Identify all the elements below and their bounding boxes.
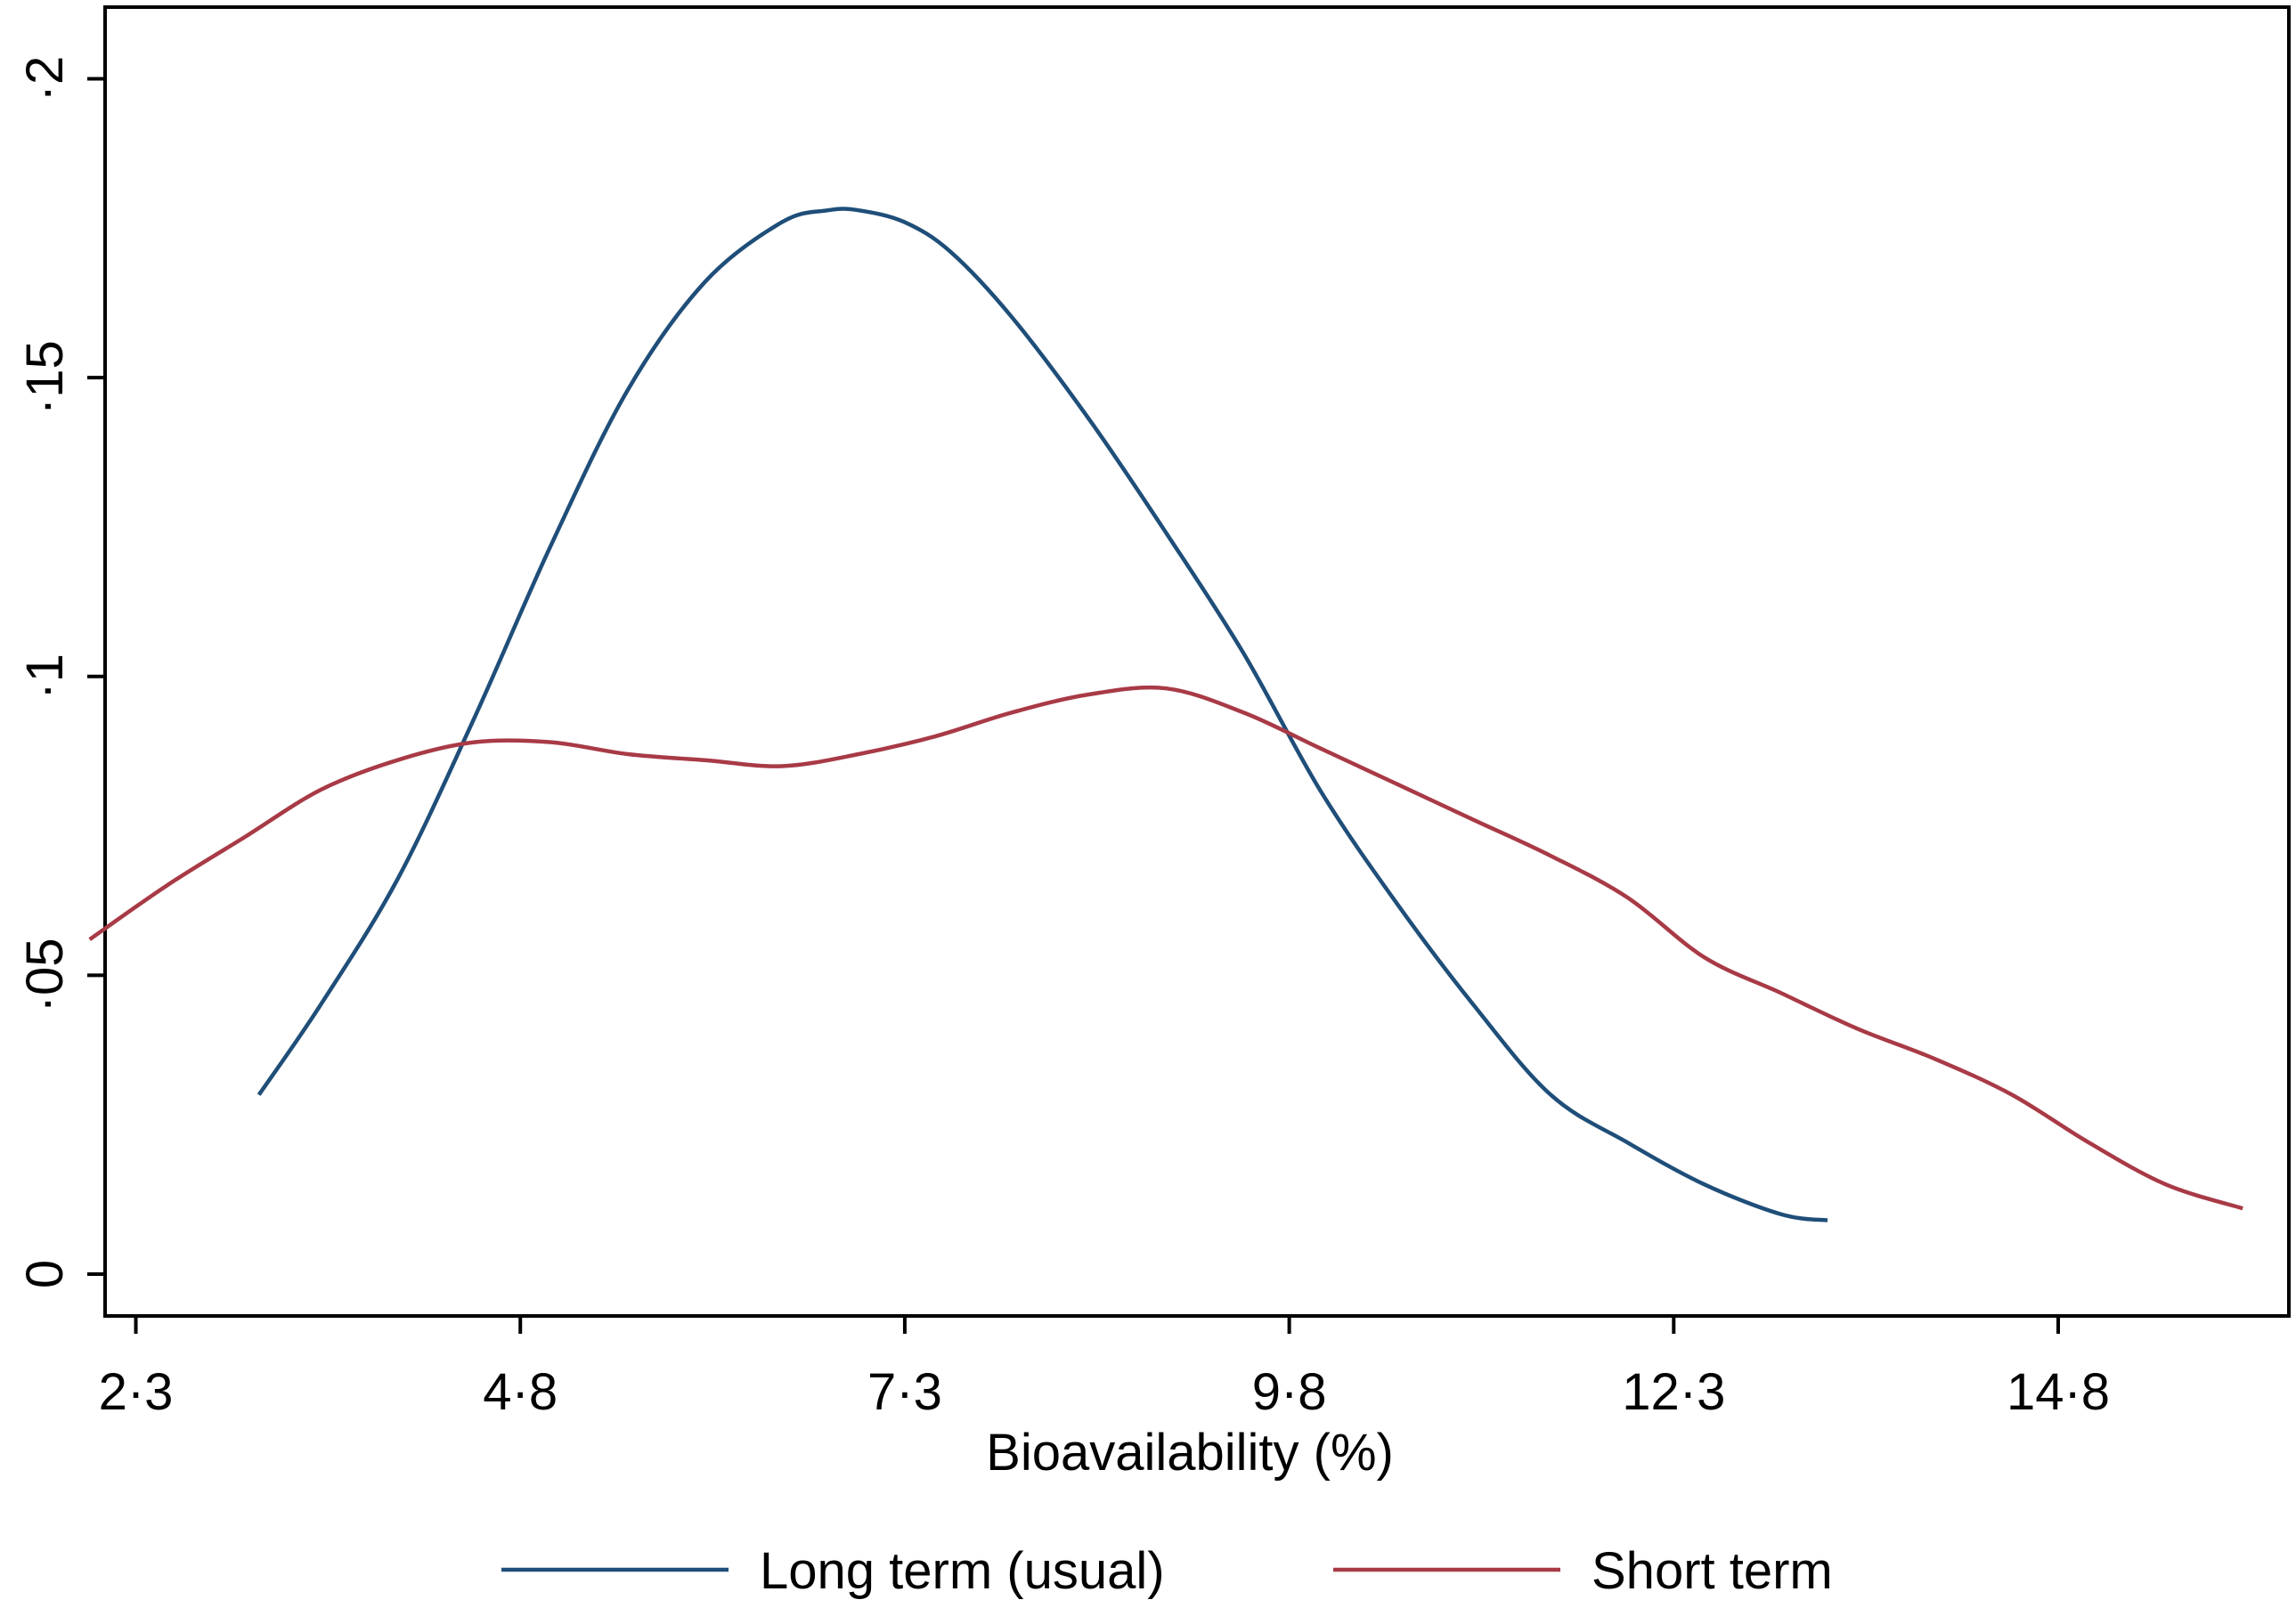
legend-label: Long term (usual) bbox=[760, 1542, 1165, 1600]
x-tick-label: 14·8 bbox=[2007, 1363, 2110, 1421]
legend-label: Short term bbox=[1592, 1542, 1833, 1600]
series-layer bbox=[88, 207, 2243, 1222]
x-axis: 2·3 4·8 7·3 9·8 12·3 14·8 bbox=[99, 1316, 2110, 1421]
y-tick-label: ·05 bbox=[16, 938, 74, 1012]
plot-frame bbox=[103, 5, 2291, 1318]
x-tick-label: 7·3 bbox=[867, 1363, 942, 1421]
y-tick-label: ·15 bbox=[16, 340, 74, 415]
x-tick-label: 12·3 bbox=[1622, 1363, 1725, 1421]
y-tick-label: 0 bbox=[16, 1260, 74, 1288]
x-tick-label: 9·8 bbox=[1252, 1363, 1327, 1421]
y-tick-label: ·1 bbox=[16, 654, 74, 700]
x-tick-label: 4·8 bbox=[483, 1363, 558, 1421]
y-tick-label: ·2 bbox=[16, 56, 74, 102]
y-axis: 0 ·05 ·1 ·15 ·2 bbox=[16, 56, 105, 1288]
series-line-short-term bbox=[88, 685, 2243, 1211]
x-axis-title: Bioavailability (%) bbox=[986, 1424, 1394, 1482]
series-line-long-term bbox=[256, 207, 1828, 1222]
legend: Long term (usual) Short term bbox=[501, 1542, 1833, 1600]
x-tick-label: 2·3 bbox=[99, 1363, 174, 1421]
